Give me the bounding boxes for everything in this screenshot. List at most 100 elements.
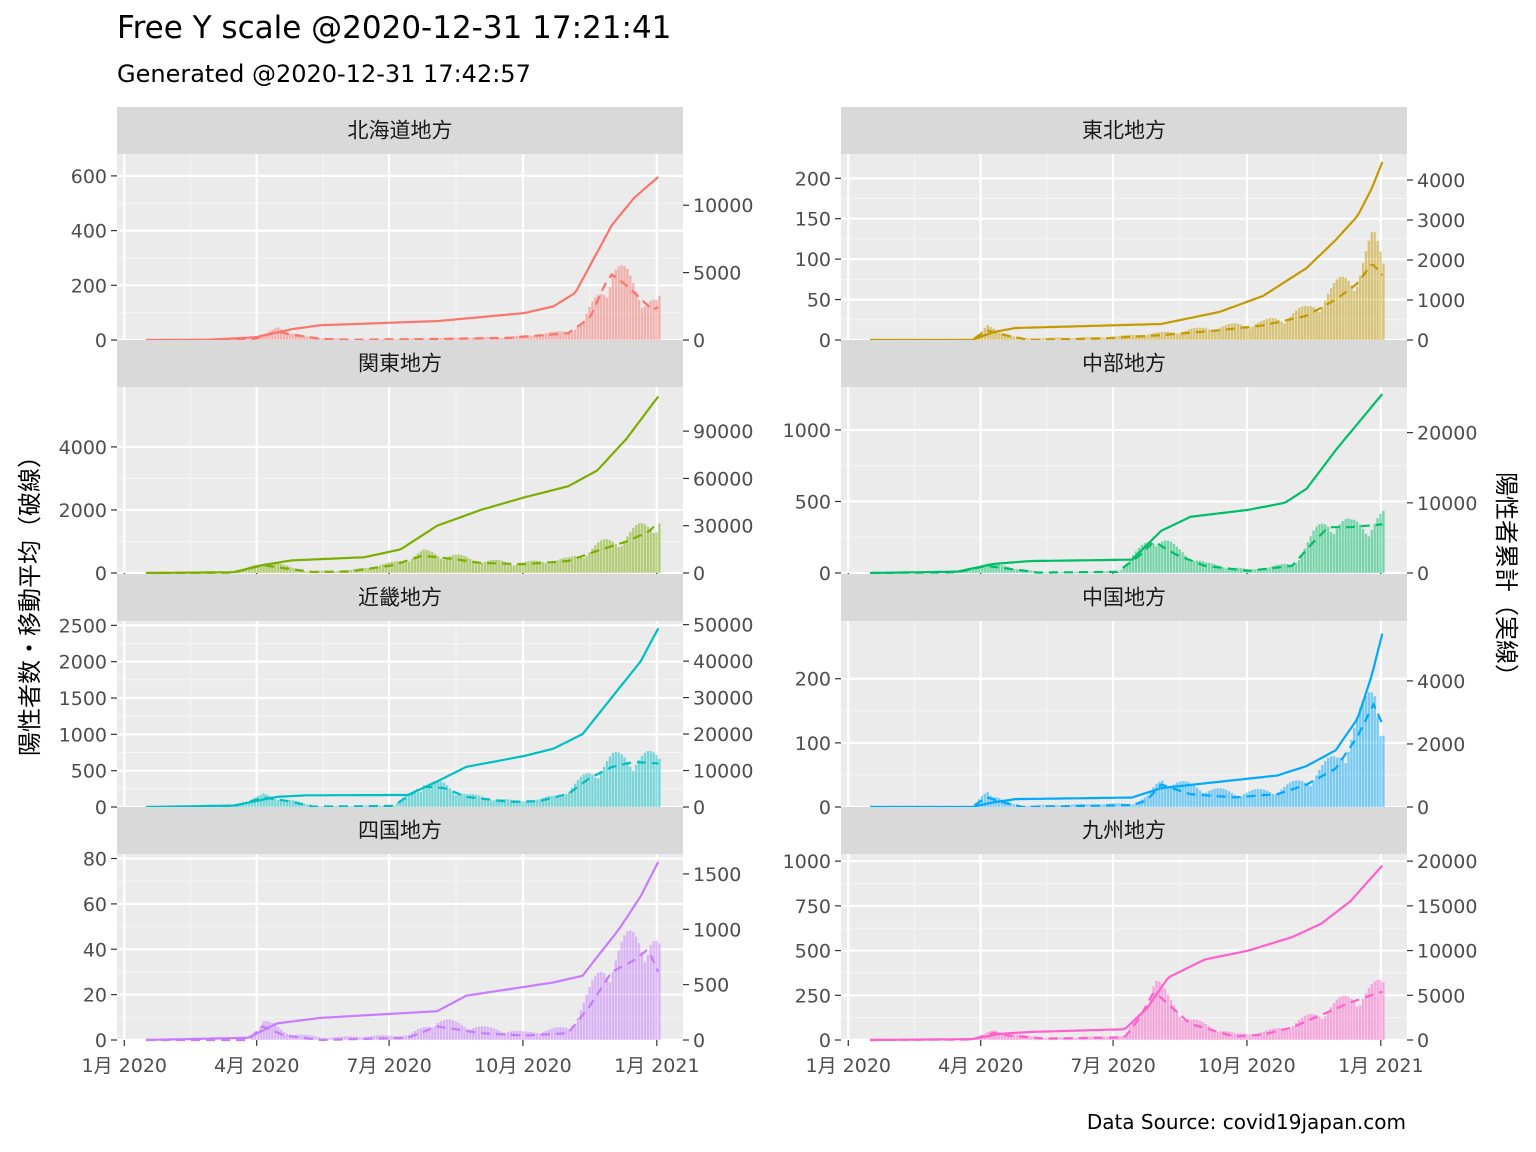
daily-bar	[1230, 323, 1234, 340]
daily-bar	[570, 332, 574, 340]
facet-strip-label: 近畿地方	[358, 586, 442, 610]
x-axis-tick-label: 10月 2020	[474, 1055, 572, 1077]
daily-bar	[623, 935, 626, 1040]
moving-average-line	[146, 521, 660, 575]
daily-bar	[1315, 526, 1318, 573]
facet-strip-label: 北海道地方	[348, 119, 453, 143]
daily-bar	[1280, 321, 1283, 340]
daily-bar	[1297, 308, 1301, 340]
right-axis-tick-label: 4000	[1417, 671, 1465, 693]
daily-bar	[1009, 568, 1013, 573]
daily-bar	[416, 1029, 420, 1040]
daily-bar	[346, 1036, 350, 1040]
daily-bar	[1003, 333, 1007, 340]
daily-bar	[565, 332, 568, 340]
daily-bar	[1324, 524, 1327, 573]
daily-bar	[530, 800, 533, 807]
daily-bar	[1332, 283, 1336, 340]
daily-bar	[1361, 528, 1365, 573]
right-axis-tick-label: 30000	[693, 516, 753, 538]
daily-bar	[1233, 323, 1237, 340]
moving-average-line	[146, 760, 659, 809]
x-axis-tick-label: 10月 2020	[1198, 1055, 1296, 1077]
daily-bar	[1318, 311, 1321, 340]
right-axis-tick-label: 3000	[1417, 210, 1465, 232]
daily-bar	[472, 794, 475, 807]
daily-bar	[1009, 335, 1013, 340]
daily-bar	[652, 752, 655, 807]
daily-bar	[1044, 804, 1048, 807]
daily-bar	[410, 792, 414, 807]
daily-bar	[1161, 331, 1164, 340]
daily-bar	[536, 560, 539, 573]
daily-bar	[1015, 1034, 1018, 1040]
daily-bar	[530, 560, 533, 573]
daily-bar	[445, 557, 449, 573]
daily-bar	[614, 751, 617, 807]
daily-bar	[1344, 763, 1347, 807]
daily-bar	[419, 792, 422, 807]
daily-bar	[1245, 1033, 1248, 1040]
daily-bar	[1233, 1033, 1237, 1040]
daily-bar	[629, 930, 632, 1040]
daily-bar	[620, 265, 623, 340]
daily-bar	[1335, 999, 1339, 1040]
daily-bar	[600, 540, 603, 573]
daily-bar	[1204, 328, 1208, 340]
daily-bar	[1158, 981, 1161, 1040]
daily-bar	[1321, 1018, 1324, 1040]
daily-bar	[573, 783, 577, 807]
daily-bar	[317, 806, 321, 807]
daily-bar	[1143, 542, 1146, 573]
daily-bar	[405, 562, 408, 573]
daily-bar	[245, 802, 248, 807]
daily-bar	[413, 556, 417, 573]
daily-bar	[1236, 796, 1240, 807]
daily-bar	[288, 799, 292, 807]
daily-bar	[1193, 560, 1196, 573]
daily-bar	[585, 313, 588, 340]
daily-bar	[1225, 324, 1228, 340]
daily-bar	[474, 562, 478, 573]
daily-bar	[454, 794, 457, 807]
right-axis-tick-label: 20000	[693, 724, 753, 746]
right-axis-tick-label: 4000	[1417, 170, 1465, 192]
daily-bar	[573, 555, 577, 573]
daily-bar	[1184, 555, 1187, 573]
daily-bar	[1335, 528, 1339, 573]
daily-bar	[393, 339, 396, 340]
daily-bar	[1149, 542, 1152, 573]
daily-bar	[1350, 739, 1353, 807]
daily-bar	[1193, 1019, 1196, 1040]
daily-bar	[1027, 569, 1030, 573]
daily-bar	[1324, 761, 1327, 807]
daily-bar	[390, 561, 393, 573]
daily-bar	[303, 571, 306, 573]
left-axis-tick-label: 750	[795, 896, 831, 918]
daily-bar	[1257, 1033, 1260, 1040]
daily-bar	[1219, 566, 1222, 573]
panel-3: 関東地方 0 2000 4000 0 30000 60000 90000	[59, 340, 753, 585]
daily-bar	[1041, 804, 1045, 807]
daily-bar	[440, 558, 443, 573]
daily-bar	[1326, 758, 1330, 807]
x-axis-tick-label: 1月 2020	[82, 1055, 167, 1077]
daily-bar	[1251, 326, 1254, 340]
daily-bar	[1344, 519, 1347, 573]
daily-bar	[1175, 782, 1178, 807]
daily-bar	[1062, 1037, 1065, 1040]
daily-bar	[402, 561, 405, 573]
daily-bar	[405, 795, 408, 807]
daily-bar	[1265, 790, 1269, 807]
daily-bar	[1347, 518, 1350, 573]
daily-bar	[1300, 554, 1304, 573]
daily-bar	[544, 563, 548, 573]
right-axis-tick-label: 10000	[693, 761, 753, 783]
daily-bar	[245, 338, 248, 340]
daily-bar	[1126, 563, 1129, 573]
daily-bar	[611, 541, 615, 573]
daily-bar	[381, 805, 385, 807]
daily-bar	[373, 1035, 376, 1040]
daily-bar	[629, 531, 632, 573]
daily-bar	[1356, 717, 1359, 807]
